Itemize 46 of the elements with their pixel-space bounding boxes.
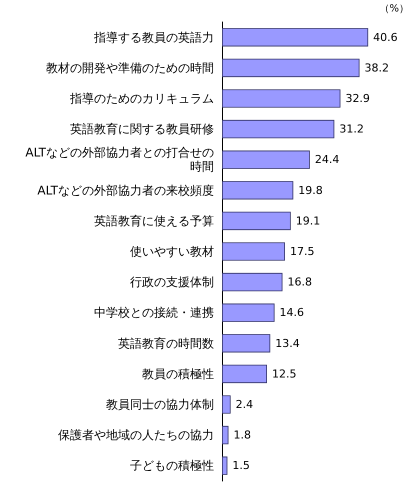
data-label: 19.1 <box>296 214 320 228</box>
bar <box>222 426 228 444</box>
data-label: 2.4 <box>236 398 254 411</box>
y-tick-label: 指導のためのカリキュラム <box>69 92 214 106</box>
y-tick-label: 使いやすい教材 <box>130 244 214 258</box>
data-label: 38.2 <box>364 61 390 74</box>
y-tick-label: 指導する教員の英語力 <box>93 30 214 44</box>
y-tick-label: 行政の支援体制 <box>130 275 214 290</box>
bar <box>222 334 270 352</box>
y-tick-label: 中学校との接続・連携 <box>94 306 214 320</box>
y-tick-label: 教員の積極性 <box>142 366 214 381</box>
y-tick-label: ALTなどの外部協力者の来校頻度 <box>37 183 214 198</box>
data-label: 17.5 <box>290 245 314 258</box>
bar <box>222 181 294 200</box>
y-tick-label: 教材の開発や準備のための時間 <box>46 60 214 75</box>
data-label: 1.8 <box>233 428 251 442</box>
data-label: 12.5 <box>272 367 296 380</box>
bar <box>222 456 228 475</box>
y-tick-label: ALTなどの外部協力者との打合せの時間 <box>25 146 214 174</box>
data-label: 19.8 <box>298 184 323 197</box>
y-tick-label: 子どもの積極性 <box>130 458 214 473</box>
y-tick-label: 英語教育に関する教員研修 <box>70 122 214 136</box>
y-tick-label: 教員同士の協力体制 <box>106 398 214 412</box>
bar <box>222 242 285 261</box>
data-label: 31.2 <box>339 122 364 136</box>
data-label: 24.4 <box>314 153 340 166</box>
bar <box>222 395 231 414</box>
bar <box>222 304 275 322</box>
bar <box>222 272 282 292</box>
bar <box>222 28 368 46</box>
data-label: 13.4 <box>275 336 300 350</box>
bar <box>222 364 267 384</box>
bar <box>222 120 334 138</box>
text: （%） <box>380 4 410 14</box>
data-label: 40.6 <box>373 30 398 44</box>
y-tick-label: 保護者や地域の人たちの協力 <box>58 428 214 442</box>
bar <box>222 212 291 230</box>
y-tick-label: 英語教育に使える予算 <box>94 214 214 228</box>
data-label: 16.8 <box>287 276 312 289</box>
data-label: 32.9 <box>345 92 370 105</box>
bar <box>222 58 360 78</box>
data-label: 14.6 <box>280 306 304 320</box>
data-label: 1.5 <box>232 459 250 472</box>
bar <box>222 150 310 169</box>
bar <box>222 89 340 108</box>
y-tick-label: 英語教育の時間数 <box>118 336 214 350</box>
